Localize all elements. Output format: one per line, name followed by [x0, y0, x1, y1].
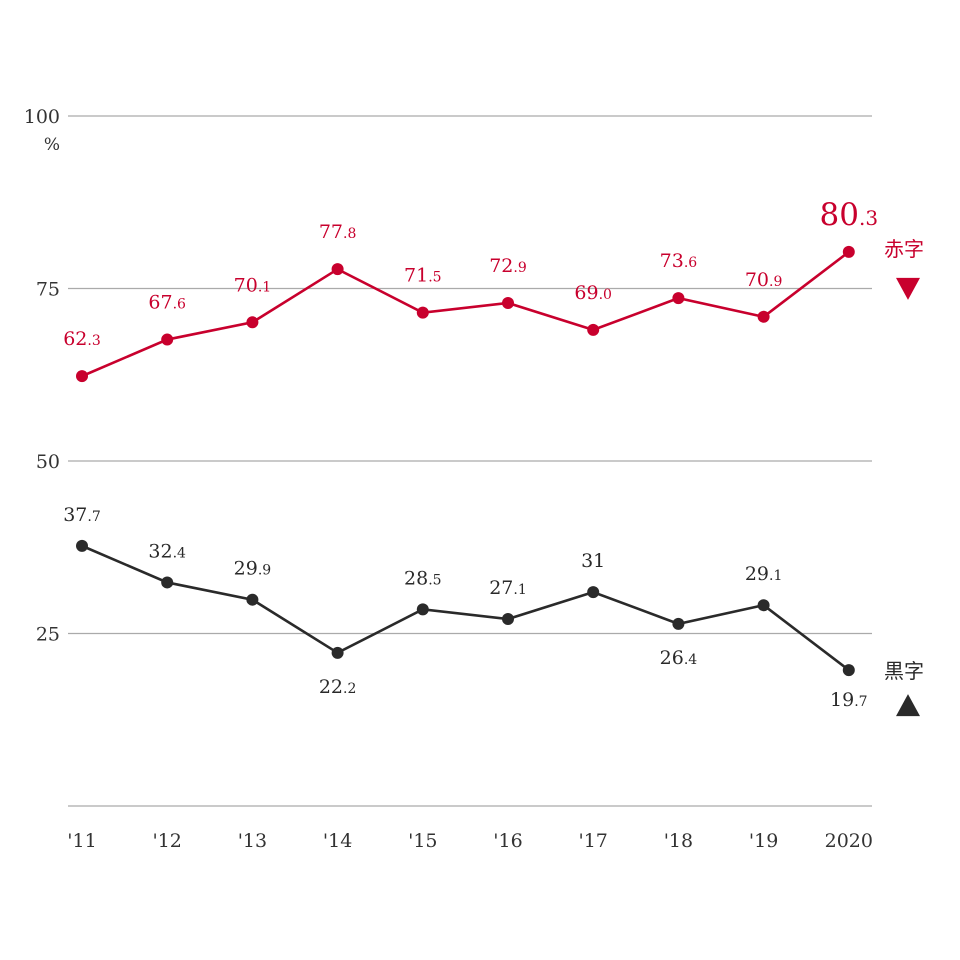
data-point: [842, 664, 855, 677]
data-point: [672, 292, 685, 305]
data-label: 27.1: [489, 577, 527, 599]
data-label: 71.5: [404, 265, 442, 287]
y-tick-label: 75: [36, 279, 60, 301]
data-label: 70.1: [234, 274, 272, 296]
data-label: 37.7: [63, 504, 101, 526]
data-point: [672, 617, 685, 630]
data-label: 26.4: [660, 647, 698, 669]
data-point: [757, 310, 770, 323]
data-point: [587, 323, 600, 336]
data-point: [246, 593, 259, 606]
data-point: [331, 646, 344, 659]
up-triangle-icon: [896, 694, 920, 717]
gridlines: [68, 115, 872, 807]
series-red: 62.3 67.6 70.1 77.8 71.5 72.9 69.0 73.6 70.9 80.3: [63, 197, 879, 383]
data-point: [331, 263, 344, 276]
data-point: [76, 370, 88, 383]
data-point: [76, 539, 88, 552]
series-name-label: 黒字: [884, 659, 924, 683]
y-tick-label: 25: [36, 624, 60, 646]
data-label: 67.6: [148, 292, 186, 314]
series-line: [81, 250, 850, 378]
x-tick-label: 2020: [825, 830, 873, 852]
data-point: [416, 603, 429, 616]
data-point: [757, 599, 770, 612]
x-tick-label: '13: [238, 830, 267, 852]
data-label: 72.9: [489, 255, 527, 277]
series-group: 62.3 67.6 70.1 77.8 71.5 72.9 69.0 73.6 70.9 80.3…: [63, 197, 878, 711]
x-tick-label: '17: [578, 830, 607, 852]
y-tick-label: 50: [36, 451, 60, 473]
x-tick-label: '19: [749, 830, 778, 852]
y-tick-label: 100: [24, 106, 60, 128]
data-label: 29.1: [745, 563, 783, 585]
x-tick-label: '14: [323, 830, 352, 852]
data-point: [246, 316, 259, 329]
data-label: 19.7: [830, 689, 868, 711]
x-tick-label: '12: [152, 830, 181, 852]
x-tick-label: '15: [408, 830, 437, 852]
series-name-label: 赤字: [884, 237, 924, 261]
data-point: [502, 613, 514, 626]
data-label: 70.9: [745, 269, 783, 291]
data-point: [502, 296, 514, 309]
data-label: 62.3: [63, 328, 101, 350]
data-point: [842, 245, 855, 258]
data-label: 77.8: [319, 221, 357, 243]
data-label: 29.9: [234, 558, 272, 580]
x-tick-label: '11: [67, 830, 96, 852]
x-axis: '11 '12 '13 '14 '15 '16 '17 '18 '19 2020: [67, 830, 873, 852]
data-point: [161, 333, 174, 346]
y-unit-label: %: [44, 135, 60, 155]
series-black: 37.7 32.4 29.9 22.2 28.5 27.1 31 26.4 29.1 19.7: [63, 504, 867, 711]
x-tick-label: '16: [493, 830, 522, 852]
data-label: 73.6: [660, 250, 698, 272]
series-line: [81, 544, 850, 672]
data-label: 32.4: [148, 540, 186, 562]
data-label: 69.0: [574, 282, 612, 304]
y-axis: 100 75 50 25%: [24, 106, 60, 646]
data-label: 31: [581, 550, 605, 572]
data-point: [161, 576, 174, 589]
data-point: [587, 586, 600, 599]
data-label: 28.5: [404, 567, 442, 589]
x-tick-label: '18: [664, 830, 693, 852]
data-label: 80.3: [820, 197, 879, 233]
down-triangle-icon: [896, 277, 920, 300]
data-label: 22.2: [319, 676, 357, 698]
data-point: [416, 306, 429, 319]
